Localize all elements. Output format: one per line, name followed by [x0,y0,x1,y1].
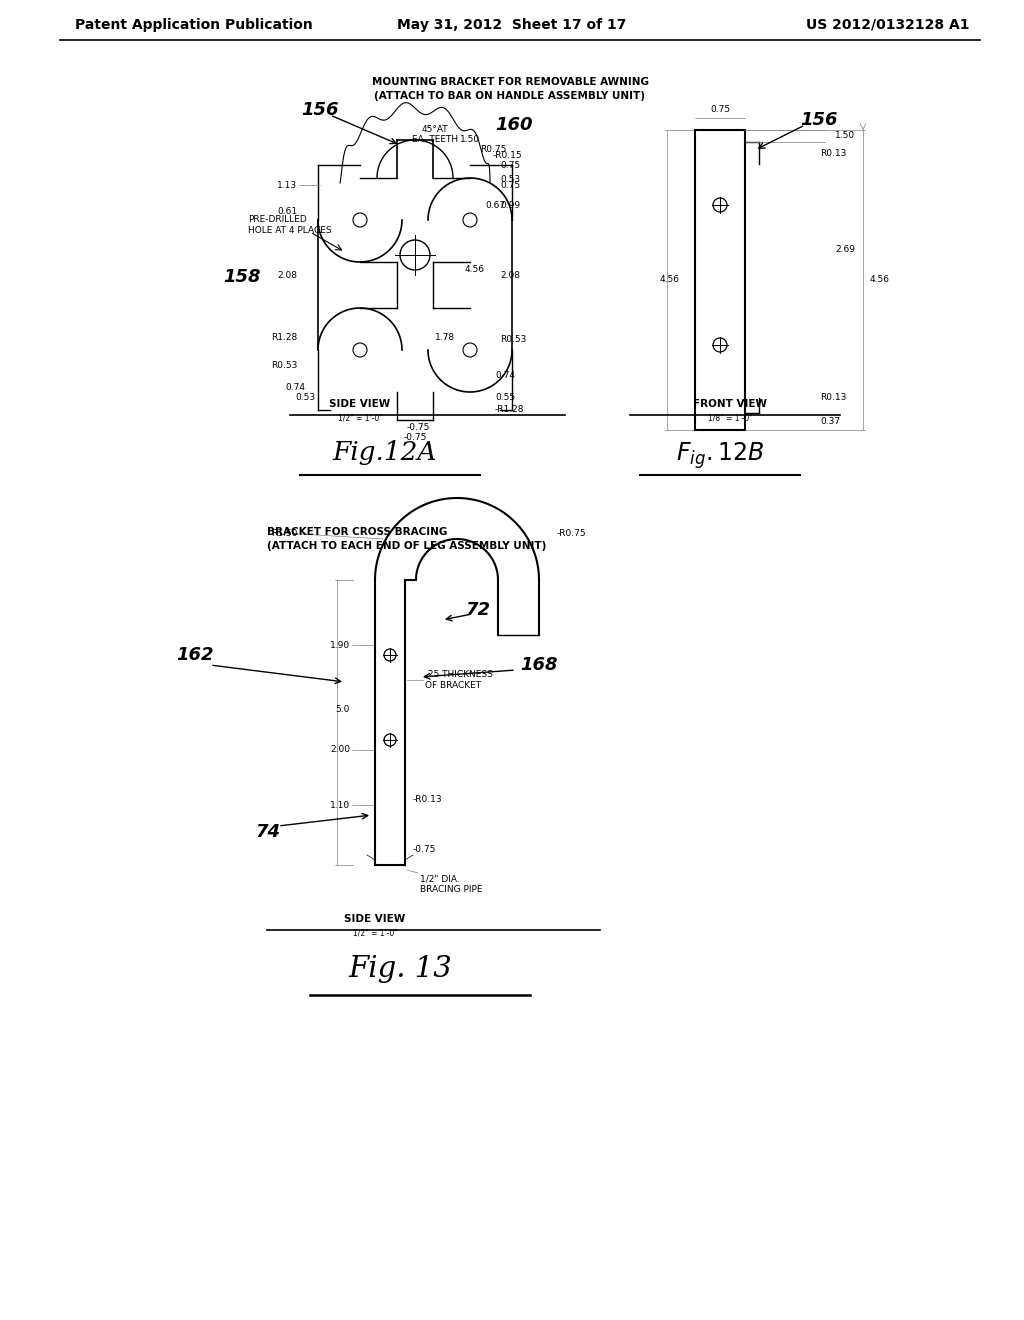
Text: .25 THICKNESS
OF BRACKET: .25 THICKNESS OF BRACKET [425,671,493,689]
Text: 156: 156 [301,102,339,119]
Text: -R0.15: -R0.15 [493,150,522,160]
Text: FRONT VIEW: FRONT VIEW [693,399,767,409]
Text: 156: 156 [800,111,838,129]
Text: 0.61: 0.61 [276,207,297,216]
Text: R1.50: R1.50 [271,529,298,539]
Text: R0.75: R0.75 [480,145,507,154]
Text: 0.37: 0.37 [820,417,840,425]
Text: R0.13: R0.13 [820,149,847,158]
Text: 1.13: 1.13 [276,181,297,190]
Text: Patent Application Publication: Patent Application Publication [75,18,312,32]
Text: Fig.12A: Fig.12A [333,440,437,465]
Text: 1/2" = 1'-0": 1/2" = 1'-0" [338,413,382,422]
Text: R0.53: R0.53 [500,335,526,345]
Text: PRE-DRILLED
HOLE AT 4 PLACES: PRE-DRILLED HOLE AT 4 PLACES [248,215,332,235]
Text: 1.90: 1.90 [330,640,350,649]
Text: 74: 74 [256,822,281,841]
Text: 0.67: 0.67 [485,201,505,210]
Text: 0.53: 0.53 [295,393,315,403]
Text: 2.08: 2.08 [278,271,297,280]
Text: MOUNTING BRACKET FOR REMOVABLE AWNING
(ATTACH TO BAR ON HANDLE ASSEMBLY UNIT): MOUNTING BRACKET FOR REMOVABLE AWNING (A… [372,77,648,102]
Text: 0.75: 0.75 [500,181,520,190]
Text: 0.55: 0.55 [495,393,515,403]
Text: SIDE VIEW: SIDE VIEW [330,399,390,409]
Text: 2.69: 2.69 [835,246,855,255]
Text: 0.74: 0.74 [285,384,305,392]
Text: 1/2" = 1'-0": 1/2" = 1'-0" [352,928,397,937]
Text: 45°AT
EA. TEETH: 45°AT EA. TEETH [412,125,458,144]
Text: R0.53: R0.53 [270,360,297,370]
Text: 72: 72 [466,601,490,619]
Text: 1.10: 1.10 [330,800,350,809]
Text: May 31, 2012  Sheet 17 of 17: May 31, 2012 Sheet 17 of 17 [397,18,627,32]
Text: 4.56: 4.56 [870,276,890,285]
Text: 0.74: 0.74 [495,371,515,380]
Text: 0.75: 0.75 [710,106,730,115]
Text: 1/2" DIA.
BRACING PIPE: 1/2" DIA. BRACING PIPE [420,875,482,895]
Text: 4.56: 4.56 [660,276,680,285]
Text: -R0.13: -R0.13 [413,796,442,804]
Text: 0.53: 0.53 [500,176,520,185]
Text: -0.75: -0.75 [403,433,427,442]
Text: -0.75: -0.75 [407,424,430,433]
Text: 2.00: 2.00 [330,746,350,755]
Text: -R0.75: -R0.75 [557,529,587,539]
Text: 1/8" = 1'-0": 1/8" = 1'-0" [708,413,753,422]
Text: 0.99: 0.99 [500,201,520,210]
Text: $F_{ig}.12B$: $F_{ig}.12B$ [676,440,764,471]
Text: 1.50: 1.50 [835,132,855,140]
Text: 4.56: 4.56 [465,265,485,275]
Text: 5.0: 5.0 [336,705,350,714]
Text: BRACKET FOR CROSS BRACING
(ATTACH TO EACH END OF LEG ASSEMBLY UNIT): BRACKET FOR CROSS BRACING (ATTACH TO EAC… [267,527,547,550]
Text: 0.75: 0.75 [500,161,520,169]
Text: -R1.28: -R1.28 [495,405,524,414]
Text: 160: 160 [495,116,532,135]
Text: 2.08: 2.08 [500,271,520,280]
Text: 1.78: 1.78 [435,334,455,342]
Text: 1.50: 1.50 [460,136,480,144]
Text: R1.28: R1.28 [270,334,297,342]
Text: US 2012/0132128 A1: US 2012/0132128 A1 [807,18,970,32]
Text: 158: 158 [223,268,261,286]
Text: R0.13: R0.13 [820,393,847,403]
Text: 168: 168 [520,656,557,675]
Text: -0.75: -0.75 [413,846,436,854]
Text: Fig. 13: Fig. 13 [348,954,452,983]
Bar [695,129,745,430]
Text: SIDE VIEW: SIDE VIEW [344,913,406,924]
Text: 162: 162 [176,645,214,664]
